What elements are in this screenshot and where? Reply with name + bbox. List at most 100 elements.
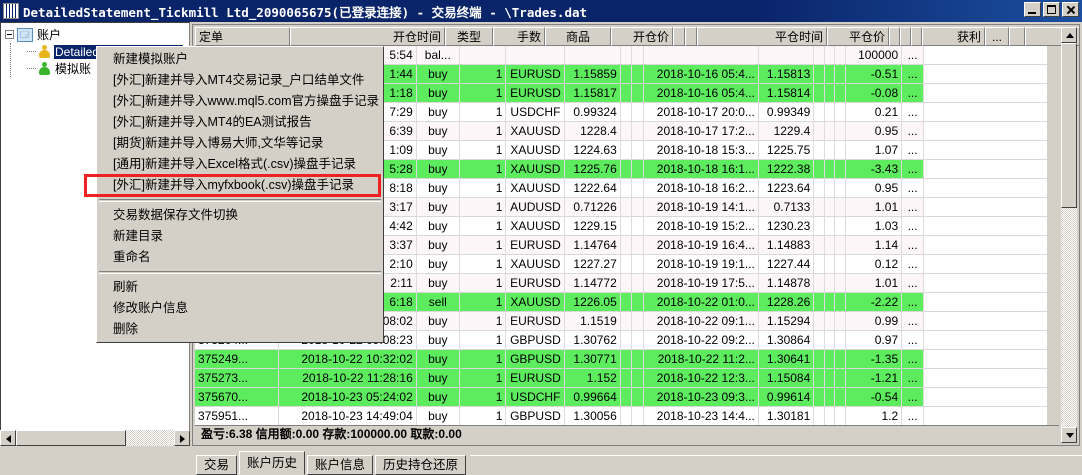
menu-item-6[interactable]: [外汇]新建并导入myfxbook(.csv)操盘手记录	[113, 178, 354, 192]
table-row[interactable]: 3:17 buy 1 AUDUSD 0.71226 2018-10-19 14:1... 0…	[195, 198, 1047, 217]
cell-more: ...	[902, 122, 925, 140]
cell-symbol: USDCHF	[506, 388, 566, 406]
cell-open_time: 2018-10-23 14:49:04	[279, 407, 417, 425]
table-row[interactable]: 375951... 2018-10-23 14:49:04 buy 1 GBPUSD 1.…	[195, 407, 1047, 426]
column-header-swap[interactable]	[911, 27, 922, 46]
collapse-icon[interactable]	[5, 30, 14, 39]
scroll-down-button[interactable]	[1061, 427, 1077, 443]
tab-history-position-restore[interactable]: 历史持仓还原	[375, 455, 467, 475]
table-row[interactable]: 5:54 bal... 100000...	[195, 46, 1047, 65]
cell-tax	[825, 293, 836, 311]
sidebar-item-demo-account[interactable]: 模拟账	[5, 60, 189, 77]
cell-profit: 1.03	[846, 217, 903, 235]
cell-symbol: USDCHF	[506, 103, 566, 121]
menu-item-3[interactable]: [外汇]新建并导入MT4的EA测试报告	[113, 115, 312, 129]
table-row[interactable]: 2:10 buy 1 XAUUSD 1227.27 2018-10-19 19:1... 1…	[195, 255, 1047, 274]
table-row[interactable]: 1:44 buy 1 EURUSD 1.15859 2018-10-16 05:4... 1…	[195, 65, 1047, 84]
table-row[interactable]: 8:18 buy 1 XAUUSD 1222.64 2018-10-18 16:2... 1…	[195, 179, 1047, 198]
table-row[interactable]: 375670... 2018-10-23 05:24:02 buy 1 USDCHF 0.…	[195, 388, 1047, 407]
column-header-sl[interactable]	[673, 27, 685, 46]
cell-sl	[621, 312, 633, 330]
cell-close_price: 0.99614	[759, 388, 815, 406]
scroll-up-button[interactable]	[1061, 27, 1077, 43]
column-header-order[interactable]: 定单	[195, 27, 290, 46]
table-row[interactable]: 7:29 buy 1 USDCHF 0.99324 2018-10-17 20:0... 0…	[195, 103, 1047, 122]
column-header-more[interactable]: ...	[985, 27, 1009, 46]
grid-header-row[interactable]: 定单 开仓时间 类型 手数 商品 开仓价 平仓时间 平仓价 获利...	[195, 27, 1079, 46]
table-row[interactable]: 375273... 2018-10-22 11:28:16 buy 1 EURUSD 1.…	[195, 369, 1047, 388]
tree-horizontal-scrollbar[interactable]	[0, 430, 190, 446]
menu-item-13[interactable]: 修改账户信息	[113, 301, 189, 315]
scrollbar-thumb-horizontal[interactable]	[16, 430, 126, 446]
context-menu[interactable]: 新建模拟账户 [外汇]新建并导入MT4交易记录_户口结单文件 [外汇]新建并导入ww…	[84, 46, 384, 343]
cell-more: ...	[902, 198, 925, 216]
menu-item-2[interactable]: [外汇]新建并导入www.mql5.com官方操盘手记录	[113, 94, 379, 108]
minimize-button[interactable]	[1024, 2, 1041, 17]
scroll-right-button[interactable]	[174, 430, 190, 446]
cell-sl	[621, 141, 633, 159]
cell-close_time: 2018-10-18 16:1...	[644, 160, 759, 178]
table-row[interactable]: 1:18 buy 1 EURUSD 1.15817 2018-10-16 05:4... 1…	[195, 84, 1047, 103]
cell-comm	[814, 217, 825, 235]
menu-item-1[interactable]: [外汇]新建并导入MT4交易记录_户口结单文件	[113, 73, 365, 87]
column-header-open_price[interactable]: 开仓价	[611, 27, 673, 46]
table-row[interactable]: 6:39 buy 1 XAUUSD 1228.4 2018-10-17 17:2... 12…	[195, 122, 1047, 141]
cell-open_time: 2018-10-22 10:32:02	[279, 350, 417, 368]
tab-bar-filler	[470, 455, 1082, 475]
menu-item-5[interactable]: [通用]新建并导入Excel格式(.csv)操盘手记录	[113, 157, 357, 171]
table-row[interactable]: 4:42 buy 1 XAUUSD 1229.15 2018-10-19 15:2... 1…	[195, 217, 1047, 236]
menu-item-4[interactable]: [期货]新建并导入博易大师,文华等记录	[113, 136, 324, 150]
cell-tp	[632, 141, 644, 159]
maximize-button[interactable]	[1043, 2, 1060, 17]
cell-open_price: 1228.4	[565, 122, 621, 140]
cell-blank	[938, 369, 1047, 387]
cell-symbol: EURUSD	[506, 312, 566, 330]
cell-tp	[632, 217, 644, 235]
scrollbar-thumb-vertical[interactable]	[1061, 43, 1077, 208]
table-row[interactable]: 375249... 2018-10-22 10:32:02 buy 1 GBPUSD 1.…	[195, 350, 1047, 369]
cell-close_price: 1229.4	[759, 122, 815, 140]
column-header-lots[interactable]: 手数	[493, 27, 545, 46]
menu-item-8[interactable]: 交易数据保存文件切换	[113, 208, 239, 222]
column-header-comm[interactable]	[889, 27, 900, 46]
table-row[interactable]: 6:18 sell 1 XAUUSD 1226.05 2018-10-22 01:0...…	[195, 293, 1047, 312]
tree-root-node[interactable]: 账户	[5, 26, 189, 43]
table-row[interactable]: 3:37 buy 1 EURUSD 1.14764 2018-10-19 16:4... 1…	[195, 236, 1047, 255]
tab-trades[interactable]: 交易	[196, 455, 238, 475]
close-button[interactable]	[1062, 2, 1079, 17]
menu-item-12[interactable]: 刷新	[113, 280, 139, 294]
cell-more: ...	[902, 217, 925, 235]
cell-close_price: 1.14878	[759, 274, 815, 292]
tab-account-info[interactable]: 账户信息	[307, 455, 374, 475]
menu-item-10[interactable]: 重命名	[113, 250, 151, 264]
cell-open_time: 8:18	[279, 179, 417, 197]
cell-type: buy	[417, 122, 460, 140]
menu-item-14[interactable]: 删除	[113, 322, 139, 336]
cell-order: 375273...	[195, 369, 280, 387]
column-header-symbol[interactable]: 商品	[545, 27, 611, 46]
cell-close_time	[644, 46, 759, 64]
column-header-tail[interactable]	[1009, 27, 1025, 46]
cell-symbol: EURUSD	[506, 369, 566, 387]
table-row[interactable]: 5:28 buy 1 XAUUSD 1225.76 2018-10-18 16:1... 1…	[195, 160, 1047, 179]
column-header-close_price[interactable]: 平仓价	[827, 27, 889, 46]
grid-vertical-scrollbar[interactable]	[1061, 27, 1077, 443]
table-row[interactable]: 2:11 buy 1 EURUSD 1.14772 2018-10-19 17:5... 1…	[195, 274, 1047, 293]
cell-tail	[924, 160, 939, 178]
cell-tax	[825, 407, 836, 425]
tab-account-history[interactable]: 账户历史	[239, 451, 306, 475]
cell-open_time: 2018-10-23 05:24:02	[279, 388, 417, 406]
table-row[interactable]: 1:09 buy 1 XAUUSD 1224.63 2018-10-18 15:3... 1…	[195, 141, 1047, 160]
column-header-profit[interactable]: 获利	[922, 27, 985, 46]
menu-item-0[interactable]: 新建模拟账户	[113, 52, 189, 66]
cell-comm	[814, 293, 825, 311]
column-header-open_time[interactable]: 开仓时间	[290, 27, 445, 46]
column-header-tax[interactable]	[900, 27, 911, 46]
cell-close_price: 1225.75	[759, 141, 815, 159]
cell-close_time: 2018-10-16 05:4...	[644, 65, 759, 83]
menu-item-9[interactable]: 新建目录	[113, 229, 164, 243]
scroll-left-button[interactable]	[0, 430, 16, 446]
column-header-type[interactable]: 类型	[445, 27, 493, 46]
column-header-tp[interactable]	[685, 27, 697, 46]
column-header-close_time[interactable]: 平仓时间	[697, 27, 827, 46]
